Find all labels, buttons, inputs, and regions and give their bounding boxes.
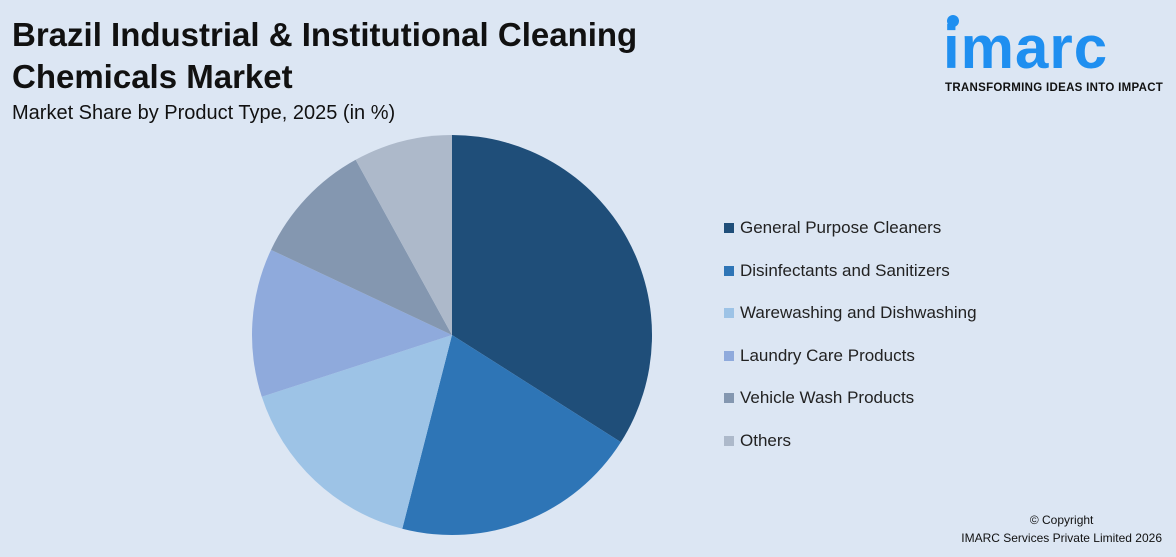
pie-slice-disinfectants-and-sanitizers [402, 335, 621, 536]
legend-label: Laundry Care Products [740, 345, 915, 365]
legend-swatch [724, 223, 734, 233]
legend-label: Disinfectants and Sanitizers [740, 260, 950, 280]
legend-swatch [724, 308, 734, 318]
logo-tagline: TRANSFORMING IDEAS INTO IMPACT [945, 82, 1164, 94]
legend-item: Others [724, 429, 977, 453]
legend-swatch [724, 435, 734, 446]
imarc-logo: imarc TRANSFORMING IDEAS INTO IMPACT [943, 12, 1168, 94]
copyright-line-1: © Copyright [1029, 513, 1094, 527]
pie-slice-general-purpose-cleaners [452, 135, 653, 443]
chart-subtitle: Market Share by Product Type, 2025 (in %… [12, 102, 396, 124]
logo-wordmark: imarc [943, 12, 1168, 84]
pie-slice-warewashing-and-dishwashing [261, 335, 452, 529]
legend-item: Warewashing and Dishwashing [724, 301, 977, 325]
pie-slice-others [355, 135, 452, 335]
legend-swatch [724, 350, 734, 361]
copyright-notice: © Copyright IMARC Services Private Limit… [961, 511, 1162, 547]
legend-label: Warewashing and Dishwashing [740, 303, 977, 322]
legend-item: Laundry Care Products [724, 344, 977, 368]
copyright-line-2: IMARC Services Private Limited 2026 [961, 531, 1162, 545]
pie-slice-vehicle-wash-products [271, 159, 452, 335]
legend-label: Vehicle Wash Products [740, 388, 915, 407]
legend-swatch [724, 393, 734, 403]
logo-dot-icon [947, 15, 959, 27]
legend-item: Vehicle Wash Products [724, 386, 977, 410]
chart-legend: General Purpose Cleaners Disinfectants an… [724, 216, 977, 471]
legend-label: General Purpose Cleaners [740, 218, 942, 237]
pie-chart [251, 135, 653, 536]
legend-item: Disinfectants and Sanitizers [724, 259, 977, 283]
pie-slice-laundry-care-products [251, 249, 452, 397]
logo-text: imarc [943, 14, 1109, 81]
legend-label: Others [740, 430, 792, 450]
legend-swatch [724, 265, 734, 276]
chart-title: Brazil Industrial & Institutional Cleani… [12, 16, 638, 95]
legend-item: General Purpose Cleaners [724, 216, 977, 240]
